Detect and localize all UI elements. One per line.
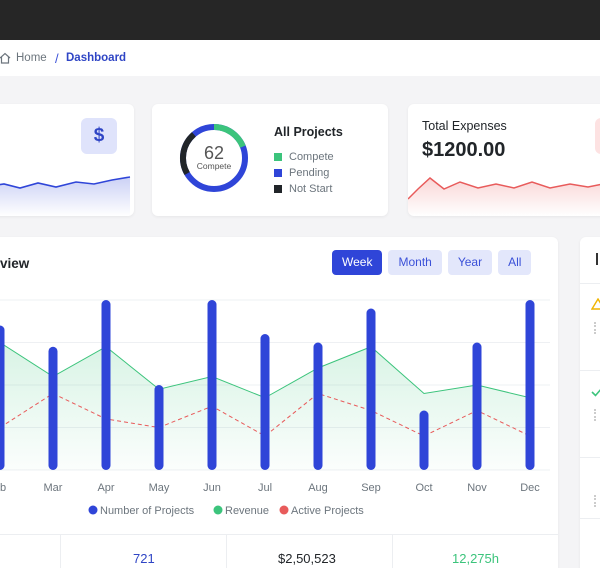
stat-divider [60, 535, 61, 568]
legend-label: Active Projects [291, 505, 364, 517]
overview-chart: eb Mar Apr May Jun Jul Aug Sep Oct Nov Dec Number o… [0, 299, 550, 517]
bar [472, 342, 482, 470]
breadcrumb-separator: / [55, 51, 59, 66]
legend-item: Compete [274, 149, 334, 165]
bar [366, 308, 376, 470]
expenses-value: $1200.00 [422, 139, 506, 161]
x-tick-label: Dec [520, 482, 540, 494]
bar [419, 410, 429, 470]
expenses-icon [595, 118, 600, 154]
divider [580, 283, 600, 284]
donut-label: Compete [196, 161, 232, 171]
x-tick-label: Aug [308, 482, 328, 494]
legend-label: Revenue [225, 505, 269, 517]
legend-marker [213, 505, 223, 515]
notifications-card [580, 237, 600, 568]
filter-all-button[interactable]: All [498, 250, 532, 275]
legend-swatch [274, 185, 282, 193]
overview-title: view [0, 256, 30, 271]
breadcrumb: Home / Dashboard [0, 40, 600, 76]
bar [101, 300, 111, 470]
bar [0, 325, 5, 470]
divider [580, 518, 600, 519]
home-icon[interactable] [0, 51, 12, 65]
filter-week-button[interactable]: Week [332, 250, 383, 275]
bar [313, 342, 323, 470]
legend-label: Not Start [289, 183, 333, 195]
bar [525, 300, 535, 470]
projects-legend: Compete Pending Not Start [274, 149, 334, 197]
legend-label: Number of Projects [100, 505, 195, 517]
donut-value: 62 [203, 143, 225, 163]
notification-text [594, 322, 599, 334]
x-tick-label: Mar [44, 482, 63, 494]
x-tick-label: Sep [361, 482, 381, 494]
breadcrumb-current: Dashboard [66, 52, 127, 64]
filter-month-button[interactable]: Month [388, 250, 442, 275]
expenses-card: Total Expenses $1200.00 [408, 104, 600, 216]
notifications-title [596, 253, 600, 265]
top-bar [0, 0, 600, 40]
bar [48, 346, 58, 470]
filter-year-button[interactable]: Year [447, 250, 493, 275]
x-tick-label: Nov [467, 482, 487, 494]
warning-icon [591, 298, 600, 310]
legend-marker [279, 505, 289, 515]
projects-title: All Projects [274, 125, 343, 139]
legend-item: Pending [274, 165, 334, 181]
x-tick-label: May [149, 482, 170, 494]
legend-marker [88, 505, 98, 515]
expenses-title: Total Expenses [422, 119, 507, 133]
x-tick-label: Jun [203, 482, 221, 494]
stat-revenue: $2,50,523 [278, 551, 336, 566]
overview-filters: Week Month Year All [332, 250, 532, 275]
revenue-sparkline [0, 176, 131, 216]
revenue-card: $ [0, 104, 134, 216]
divider [580, 370, 600, 371]
breadcrumb-home-link[interactable]: Home [16, 52, 47, 64]
x-tick-label: Apr [97, 482, 114, 494]
legend-swatch [274, 153, 282, 161]
stat-hours: 12,275h [452, 551, 499, 566]
overview-stats: 721 $2,50,523 12,275h [0, 534, 558, 568]
notification-text [594, 409, 599, 421]
bar [154, 385, 164, 470]
stat-divider [226, 535, 227, 568]
stat-projects: 721 [133, 551, 155, 566]
projects-card: 62 Compete All Projects Compete Pending … [152, 104, 388, 216]
x-tick-label: Jul [258, 482, 272, 494]
bar [207, 300, 217, 470]
check-icon [591, 389, 600, 397]
dollar-icon: $ [81, 118, 117, 154]
legend-label: Pending [289, 167, 330, 179]
divider [580, 457, 600, 458]
x-tick-label: Oct [415, 482, 432, 494]
x-tick-label: eb [0, 482, 6, 494]
expenses-sparkline [408, 177, 600, 216]
notification-text [594, 495, 599, 507]
overview-card: view Week Month Year All eb Mar Apr May Jun J… [0, 237, 558, 568]
legend-item: Not Start [274, 181, 334, 197]
projects-donut [180, 124, 248, 192]
legend-label: Compete [289, 151, 334, 163]
legend-swatch [274, 169, 282, 177]
stat-divider [392, 535, 393, 568]
bar [260, 334, 270, 470]
